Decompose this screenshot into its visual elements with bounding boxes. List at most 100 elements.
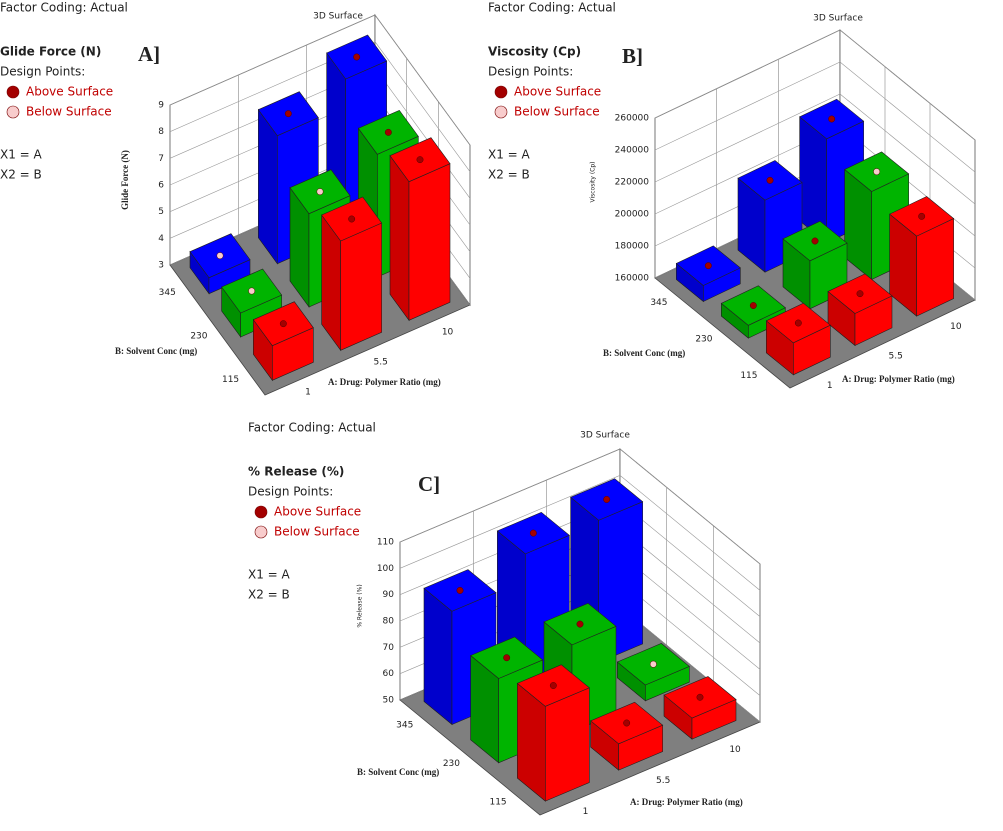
x-tick-label: 1 bbox=[827, 381, 833, 391]
design-point bbox=[873, 168, 881, 176]
y-tick-label: 345 bbox=[650, 298, 667, 308]
legend-label: Below Surface bbox=[274, 525, 360, 539]
x-axis-label: A: Drug: Polymer Ratio (mg) bbox=[630, 797, 743, 807]
chart-title: 3D Surface bbox=[313, 12, 363, 22]
legend-label: Below Surface bbox=[26, 105, 112, 119]
z-tick-label: 260000 bbox=[615, 114, 650, 124]
factor-coding: Factor Coding: Actual bbox=[0, 1, 128, 15]
z-tick-label: 110 bbox=[377, 538, 394, 548]
grid-line bbox=[399, 474, 761, 591]
z-tick-label: 70 bbox=[383, 643, 395, 653]
y-tick-label: 230 bbox=[443, 759, 460, 769]
y-tick-label: 230 bbox=[190, 332, 207, 342]
x-tick-label: 10 bbox=[729, 745, 741, 755]
x-tick-label: 1 bbox=[305, 388, 311, 398]
z-tick-label: 6 bbox=[158, 181, 164, 191]
grid-line bbox=[654, 61, 976, 173]
design-point bbox=[529, 529, 537, 537]
x-tick-label: 1 bbox=[583, 807, 589, 817]
z-tick-label: 220000 bbox=[615, 178, 650, 188]
y-axis-label: B: Solvent Conc (mg) bbox=[357, 767, 439, 777]
panel-label: B] bbox=[622, 44, 643, 68]
design-point bbox=[649, 660, 657, 668]
x-tick-label: 5.5 bbox=[889, 352, 903, 362]
x-tick-label: 5.5 bbox=[656, 776, 670, 786]
x-tick-label: 10 bbox=[950, 322, 962, 332]
design-point bbox=[856, 290, 864, 298]
chart-panel: Factor Coding: Actual 3D Surface % Release… bbox=[248, 421, 761, 817]
z-tick-label: 180000 bbox=[615, 242, 650, 252]
y-axis-label: B: Solvent Conc (mg) bbox=[603, 348, 685, 358]
design-point bbox=[766, 176, 774, 184]
bar-side bbox=[258, 108, 278, 265]
factor-label: X1 = A bbox=[0, 148, 43, 162]
x-tick-label: 10 bbox=[442, 328, 454, 338]
legend-marker bbox=[494, 105, 508, 119]
y-tick-label: 115 bbox=[489, 797, 506, 807]
factor-label: X1 = A bbox=[248, 568, 291, 582]
bar-side bbox=[423, 587, 453, 726]
z-tick-label: 4 bbox=[158, 234, 164, 244]
y-axis-label: B: Solvent Conc (mg) bbox=[115, 346, 197, 356]
z-axis-label: % Release (%) bbox=[357, 584, 364, 627]
z-tick-label: 7 bbox=[158, 154, 164, 164]
response-title: Glide Force (N) bbox=[0, 45, 101, 59]
design-point bbox=[603, 496, 611, 503]
grid-line bbox=[654, 29, 976, 141]
legend-marker bbox=[6, 105, 20, 119]
design-point bbox=[503, 654, 511, 662]
bar bbox=[189, 233, 251, 295]
z-tick-label: 9 bbox=[158, 101, 164, 111]
design-points-label: Design Points: bbox=[488, 65, 573, 79]
design-point bbox=[918, 212, 926, 220]
legend-label: Above Surface bbox=[26, 85, 113, 99]
legend-label: Above Surface bbox=[274, 505, 361, 519]
legend-marker bbox=[494, 85, 508, 99]
z-tick-label: 80 bbox=[383, 617, 395, 627]
design-point bbox=[794, 319, 802, 327]
bar bbox=[889, 196, 955, 317]
design-point bbox=[284, 110, 292, 118]
legend-marker bbox=[254, 525, 268, 539]
bar bbox=[321, 196, 383, 352]
legend-marker bbox=[6, 85, 20, 99]
z-tick-label: 100 bbox=[377, 564, 394, 574]
bar bbox=[252, 301, 314, 382]
x-tick-label: 5.5 bbox=[374, 358, 388, 368]
design-point bbox=[216, 252, 224, 260]
grid-line bbox=[399, 448, 761, 565]
chart-title: 3D Surface bbox=[580, 431, 630, 441]
design-point bbox=[384, 128, 392, 136]
design-points-label: Design Points: bbox=[248, 485, 333, 499]
design-point bbox=[348, 215, 356, 223]
factor-coding: Factor Coding: Actual bbox=[488, 1, 616, 15]
z-tick-label: 90 bbox=[383, 590, 395, 600]
factor-label: X2 = B bbox=[488, 168, 530, 182]
design-point bbox=[811, 237, 819, 245]
bar bbox=[765, 302, 831, 376]
x-axis-label: A: Drug: Polymer Ratio (mg) bbox=[842, 374, 955, 384]
bar bbox=[616, 643, 690, 702]
bar bbox=[663, 676, 737, 740]
bar bbox=[590, 701, 664, 771]
y-tick-label: 345 bbox=[159, 288, 176, 298]
bar-front bbox=[545, 687, 590, 802]
factor-label: X2 = B bbox=[0, 168, 42, 182]
grid-line bbox=[654, 93, 976, 205]
z-tick-label: 240000 bbox=[615, 146, 650, 156]
chart-title: 3D Surface bbox=[813, 14, 863, 24]
x-axis-label: A: Drug: Polymer Ratio (mg) bbox=[328, 377, 441, 387]
z-tick-label: 3 bbox=[158, 261, 164, 271]
factor-label: X2 = B bbox=[248, 588, 290, 602]
grid-line bbox=[169, 41, 471, 172]
y-tick-label: 115 bbox=[740, 371, 757, 381]
factor-coding: Factor Coding: Actual bbox=[248, 421, 376, 435]
z-tick-label: 60 bbox=[383, 669, 395, 679]
design-point bbox=[696, 693, 704, 701]
design-point bbox=[416, 156, 424, 164]
legend-marker bbox=[254, 505, 268, 519]
response-title: % Release (%) bbox=[248, 465, 344, 479]
design-point bbox=[456, 586, 464, 594]
y-tick-label: 230 bbox=[695, 335, 712, 345]
